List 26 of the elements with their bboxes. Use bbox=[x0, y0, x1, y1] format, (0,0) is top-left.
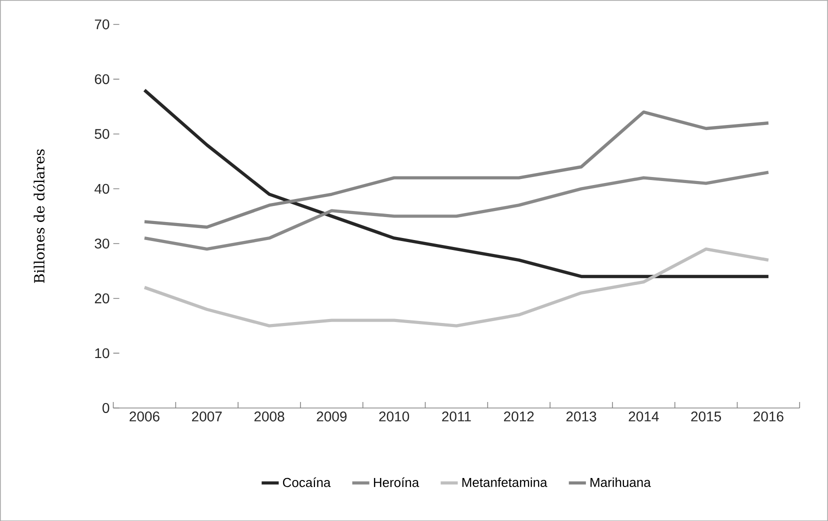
y-axis-title: Billones de dólares bbox=[33, 149, 45, 283]
x-tick-label: 2011 bbox=[442, 411, 471, 422]
x-tick-label: 2008 bbox=[254, 411, 284, 422]
x-tick-label: 2006 bbox=[130, 411, 160, 422]
y-tick-label: 0 bbox=[102, 402, 110, 413]
x-tick-label: 2015 bbox=[691, 411, 722, 422]
line-series bbox=[142, 247, 770, 328]
legend-label: Metanfetamina bbox=[462, 477, 548, 487]
x-tick-label: 2007 bbox=[192, 411, 222, 422]
y-tick-label: 40 bbox=[94, 184, 110, 194]
y-tick-label: 50 bbox=[94, 128, 110, 139]
x-tick-label: 2010 bbox=[379, 411, 410, 422]
x-tick-label: 2009 bbox=[316, 411, 347, 422]
legend-label: Marihuana bbox=[590, 477, 651, 487]
y-tick-label: 30 bbox=[94, 238, 110, 248]
y-tick-label: 70 bbox=[94, 19, 110, 30]
x-tick-label: 2016 bbox=[754, 411, 784, 422]
x-tick-label: 2012 bbox=[504, 411, 534, 422]
y-tick-label: 20 bbox=[94, 293, 110, 304]
line-series bbox=[142, 170, 770, 251]
x-tick-label: 2013 bbox=[566, 411, 596, 422]
x-tick-label: 2014 bbox=[628, 411, 659, 422]
y-tick-label: 10 bbox=[95, 348, 110, 358]
legend-label: Cocaína bbox=[282, 477, 331, 487]
legend-label: Heroína bbox=[374, 477, 420, 487]
y-tick-label: 60 bbox=[94, 74, 110, 84]
